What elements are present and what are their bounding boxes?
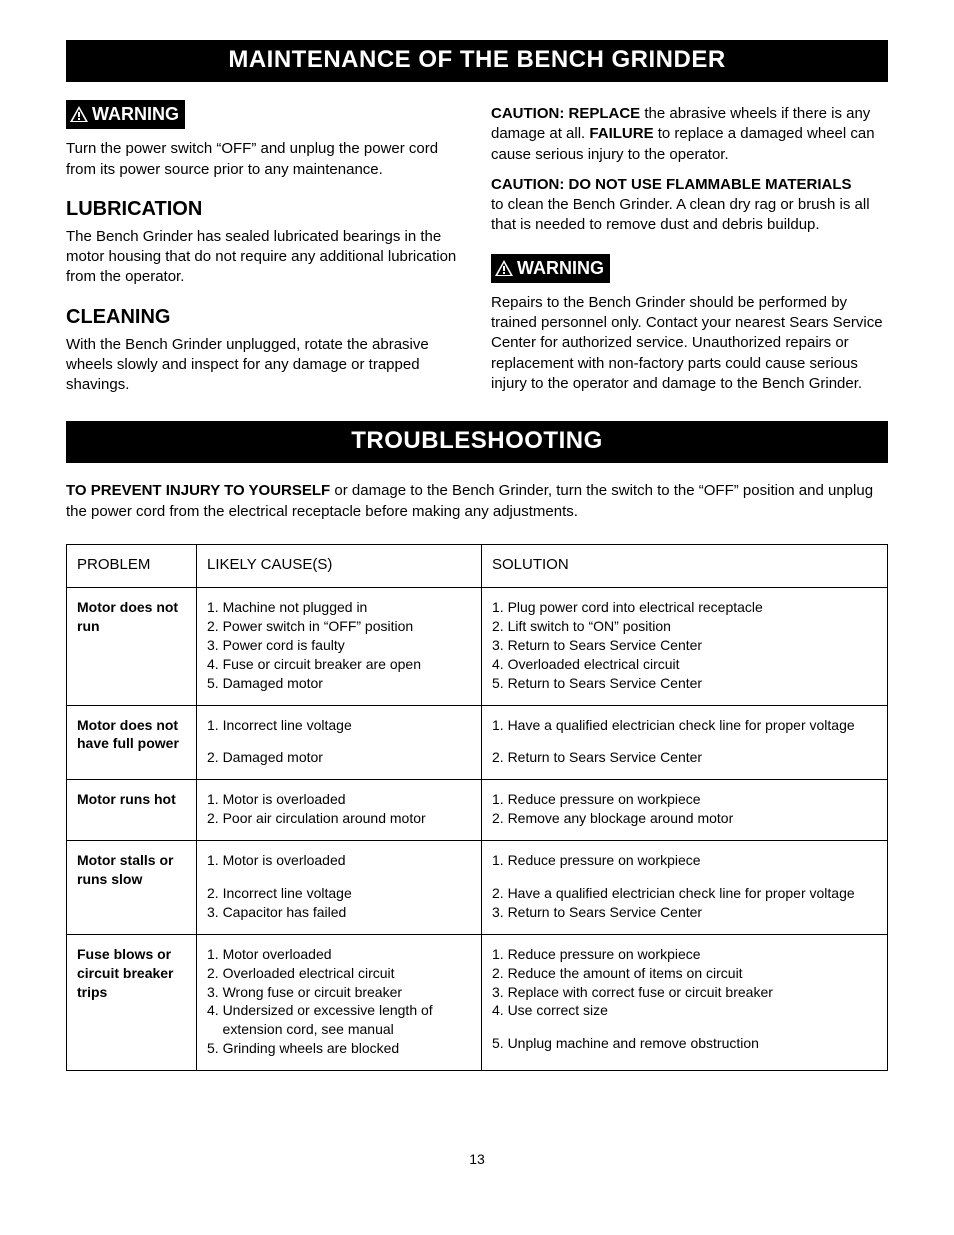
troubleshooting-banner: TROUBLESHOOTING <box>66 421 888 463</box>
header-problem: PROBLEM <box>67 544 197 587</box>
two-column-layout: WARNING Turn the power switch “OFF” and … <box>66 100 888 405</box>
cause-cell: 1. Motor is overloaded2. Poor air circul… <box>197 780 482 841</box>
warning-para-left: Turn the power switch “OFF” and unplug t… <box>66 139 463 180</box>
caution-flammable-bold: CAUTION: DO NOT USE FLAMMABLE MATERIALS <box>491 175 888 195</box>
solution-cell: 1. Plug power cord into electrical recep… <box>482 588 888 705</box>
warning-label-text: WARNING <box>517 256 604 280</box>
alert-triangle-icon <box>495 260 513 276</box>
problem-cell: Motor stalls or runs slow <box>67 841 197 935</box>
problem-cell: Fuse blows or circuit breaker trips <box>67 934 197 1070</box>
solution-cell: 1. Reduce pressure on workpiece2. Reduce… <box>482 934 888 1070</box>
caution-replace-para: CAUTION: REPLACE the abrasive wheels if … <box>491 104 888 165</box>
solution-cell: 1. Reduce pressure on workpiece2. Remove… <box>482 780 888 841</box>
lubrication-heading: LUBRICATION <box>66 196 463 223</box>
table-row: Motor does not run1. Machine not plugged… <box>67 588 888 705</box>
table-row: Motor stalls or runs slow1. Motor is ove… <box>67 841 888 935</box>
page-number: 13 <box>66 1151 888 1167</box>
maintenance-banner: MAINTENANCE OF THE BENCH GRINDER <box>66 40 888 82</box>
cause-cell: 1. Incorrect line voltage2. Damaged moto… <box>197 705 482 780</box>
cleaning-heading: CLEANING <box>66 304 463 331</box>
cause-cell: 1. Machine not plugged in2. Power switch… <box>197 588 482 705</box>
right-column: CAUTION: REPLACE the abrasive wheels if … <box>491 100 888 405</box>
table-row: Fuse blows or circuit breaker trips1. Mo… <box>67 934 888 1070</box>
alert-triangle-icon <box>70 106 88 122</box>
intro-bold: TO PREVENT INJURY TO YOURSELF <box>66 482 330 499</box>
warning-para-right: Repairs to the Bench Grinder should be p… <box>491 293 888 394</box>
problem-cell: Motor does not have full power <box>67 705 197 780</box>
header-cause: LIKELY CAUSE(S) <box>197 544 482 587</box>
table-row: Motor runs hot1. Motor is overloaded2. P… <box>67 780 888 841</box>
warning-label-right: WARNING <box>491 254 610 283</box>
left-column: WARNING Turn the power switch “OFF” and … <box>66 100 463 405</box>
table-row: Motor does not have full power1. Incorre… <box>67 705 888 780</box>
header-solution: SOLUTION <box>482 544 888 587</box>
solution-cell: 1. Reduce pressure on workpiece2. Have a… <box>482 841 888 935</box>
cleaning-para: With the Bench Grinder unplugged, rotate… <box>66 335 463 396</box>
solution-cell: 1. Have a qualified electrician check li… <box>482 705 888 780</box>
failure-bold: FAILURE <box>589 125 653 142</box>
caution-flammable-para: CAUTION: DO NOT USE FLAMMABLE MATERIALS … <box>491 175 888 236</box>
cause-cell: 1. Motor is overloaded2. Incorrect line … <box>197 841 482 935</box>
cause-cell: 1. Motor overloaded2. Overloaded electri… <box>197 934 482 1070</box>
troubleshooting-table: PROBLEM LIKELY CAUSE(S) SOLUTION Motor d… <box>66 544 888 1071</box>
problem-cell: Motor runs hot <box>67 780 197 841</box>
caution-flammable-rest: to clean the Bench Grinder. A clean dry … <box>491 196 870 233</box>
troubleshooting-intro: TO PREVENT INJURY TO YOURSELF or damage … <box>66 481 888 522</box>
warning-label-left: WARNING <box>66 100 185 129</box>
table-header-row: PROBLEM LIKELY CAUSE(S) SOLUTION <box>67 544 888 587</box>
problem-cell: Motor does not run <box>67 588 197 705</box>
warning-label-text: WARNING <box>92 102 179 126</box>
lubrication-para: The Bench Grinder has sealed lubricated … <box>66 227 463 288</box>
caution-replace-bold: CAUTION: REPLACE <box>491 105 640 122</box>
